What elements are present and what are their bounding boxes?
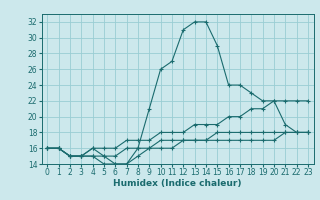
X-axis label: Humidex (Indice chaleur): Humidex (Indice chaleur): [113, 179, 242, 188]
